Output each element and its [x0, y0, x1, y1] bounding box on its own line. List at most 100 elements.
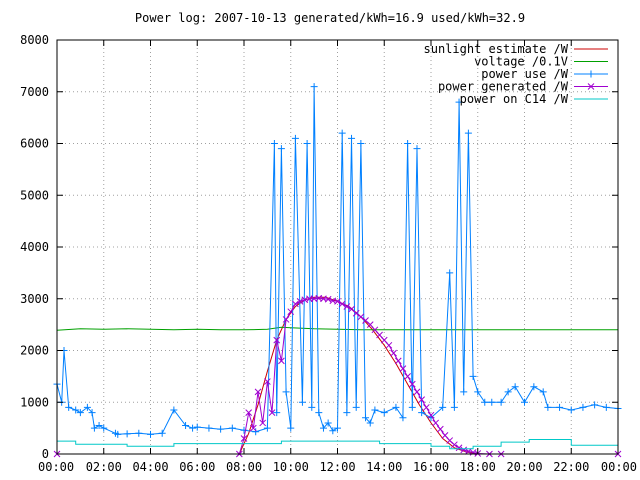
data-point	[291, 134, 299, 142]
x-tick-label: 14:00	[366, 460, 402, 474]
data-point	[268, 409, 276, 416]
data-point	[497, 398, 505, 406]
data-point	[436, 425, 444, 433]
data-point	[240, 435, 248, 442]
y-tick-label: 3000	[20, 292, 49, 306]
data-point	[371, 406, 379, 414]
data-point	[567, 406, 575, 414]
data-point	[446, 269, 454, 277]
data-point	[88, 409, 96, 417]
data-point	[474, 388, 482, 396]
data-point	[380, 409, 388, 417]
series-3	[53, 83, 622, 438]
data-point	[308, 403, 316, 411]
data-point	[408, 380, 416, 388]
data-point	[324, 419, 332, 427]
data-point	[352, 403, 360, 411]
data-point	[292, 300, 299, 308]
x-tick-label: 04:00	[132, 460, 168, 474]
x-tick-label: 10:00	[273, 460, 309, 474]
data-point	[385, 341, 393, 349]
data-point	[455, 444, 463, 452]
data-point	[245, 409, 253, 416]
data-point	[591, 401, 599, 409]
plot-frame	[56, 39, 619, 455]
data-point	[270, 140, 278, 147]
data-point	[273, 409, 281, 417]
data-point	[282, 388, 290, 396]
x-tick-label: 02:00	[86, 460, 122, 474]
x-tick-label: 16:00	[413, 460, 449, 474]
series-2	[56, 326, 618, 331]
data-point	[310, 83, 318, 91]
data-point	[217, 425, 225, 433]
data-point	[249, 424, 257, 432]
data-point	[296, 297, 304, 305]
data-point	[439, 403, 447, 411]
data-point	[287, 424, 295, 432]
data-point	[556, 403, 564, 411]
series-5	[57, 439, 618, 450]
data-point	[488, 398, 496, 406]
x-tick-label: 00:00	[38, 460, 74, 474]
series-line	[56, 326, 618, 331]
data-point	[357, 140, 365, 147]
data-point	[602, 403, 610, 411]
y-tick-label: 6000	[20, 137, 49, 151]
data-point	[273, 336, 281, 344]
data-point	[319, 424, 327, 432]
data-point	[324, 295, 332, 303]
data-point	[287, 308, 295, 316]
data-point	[469, 372, 477, 380]
data-point	[587, 70, 595, 78]
data-point	[481, 398, 489, 406]
y-tick-label: 7000	[20, 85, 49, 99]
data-point	[254, 388, 262, 396]
data-point	[90, 424, 98, 432]
data-point	[352, 309, 360, 317]
data-point	[334, 297, 341, 305]
data-point	[521, 398, 528, 406]
data-point	[413, 145, 421, 153]
data-point	[264, 378, 271, 385]
x-tick-label: 18:00	[460, 460, 496, 474]
data-point	[277, 145, 285, 153]
data-point	[348, 134, 356, 142]
legend-label: power generated /W	[438, 80, 569, 94]
legend-label: sunlight estimate /W	[424, 42, 569, 56]
x-tick-label: 22:00	[553, 460, 589, 474]
data-point	[422, 404, 430, 411]
data-point	[76, 409, 84, 417]
data-point	[404, 140, 412, 147]
x-tick-label: 12:00	[319, 460, 355, 474]
data-point	[329, 427, 337, 435]
series-4	[53, 294, 622, 458]
data-point	[390, 349, 397, 357]
y-tick-label: 2000	[20, 344, 49, 358]
data-point	[65, 403, 73, 411]
data-point	[404, 373, 411, 380]
data-point	[418, 396, 426, 404]
data-point	[170, 406, 178, 414]
data-point	[182, 422, 190, 430]
data-point	[252, 428, 260, 436]
series-line	[57, 439, 618, 450]
data-point	[451, 441, 458, 449]
legend-label: voltage /0.1V	[474, 55, 568, 69]
data-point	[511, 383, 519, 391]
data-point	[408, 403, 416, 411]
data-point	[366, 419, 374, 427]
data-point	[343, 409, 351, 417]
data-point	[189, 424, 197, 432]
chart-title: Power log: 2007-10-13 generated/kWh=16.9…	[135, 11, 525, 25]
data-point	[362, 414, 370, 422]
data-point	[95, 422, 103, 430]
data-point	[135, 429, 143, 437]
data-point	[530, 383, 538, 391]
data-point	[450, 403, 458, 411]
data-point	[147, 430, 154, 438]
data-point	[193, 423, 201, 431]
plot-series	[53, 83, 622, 458]
